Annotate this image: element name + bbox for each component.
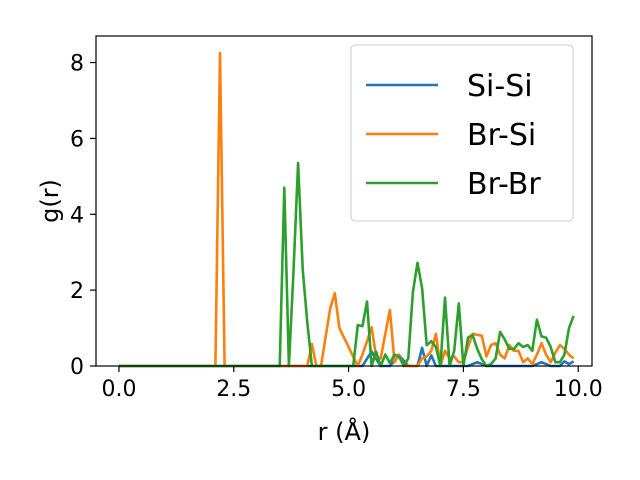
y-axis-label: g(r) <box>36 179 64 223</box>
legend-box <box>350 44 574 222</box>
plot-frame <box>95 35 593 367</box>
legend-label-br-si: Br-Si <box>467 118 536 153</box>
x-tick-label: 5.0 <box>331 377 366 402</box>
legend-label-br-br: Br-Br <box>467 167 541 202</box>
x-tick-label: 2.5 <box>216 377 251 402</box>
legend-label-si-si: Si-Si <box>467 69 533 104</box>
legend: Si-Si Br-Si Br-Br <box>350 44 574 222</box>
x-tick-label: 7.5 <box>446 377 481 402</box>
ticks-layer: 0.0 2.5 5.0 7.5 10.0 0 2 4 6 8 <box>70 52 603 402</box>
x-tick-label: 0.0 <box>101 377 136 402</box>
y-tick-label: 6 <box>70 127 84 152</box>
y-tick-label: 4 <box>70 203 84 228</box>
x-axis-label: r (Å) <box>318 417 371 446</box>
y-tick-label: 8 <box>70 52 84 77</box>
y-tick-label: 2 <box>70 279 84 304</box>
x-tick-label: 10.0 <box>554 377 603 402</box>
y-tick-label: 0 <box>70 355 84 380</box>
